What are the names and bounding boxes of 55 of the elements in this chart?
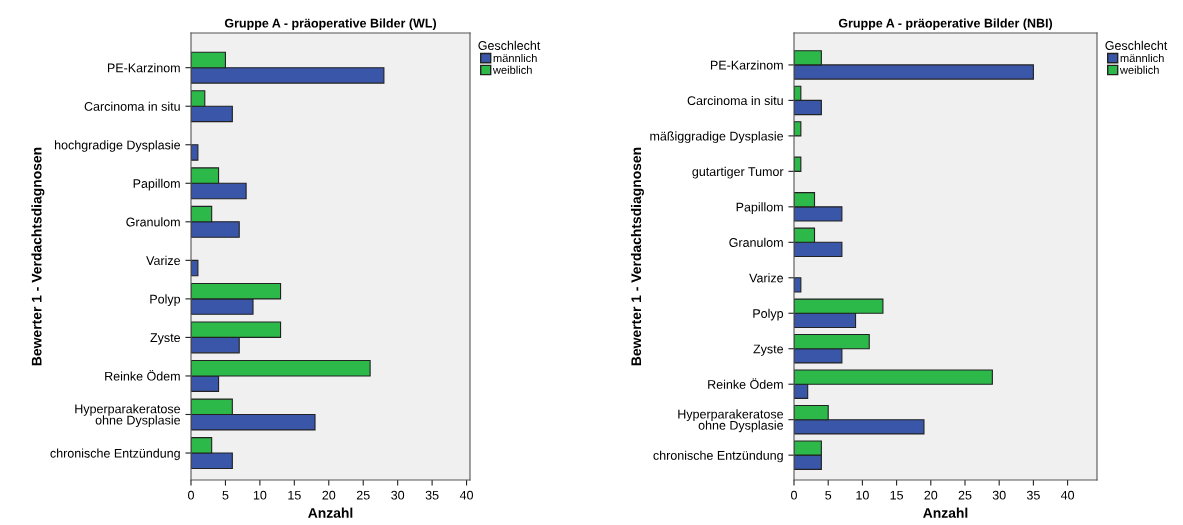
bar	[191, 259, 199, 277]
y-tick-label: Carcinoma in situ	[84, 101, 180, 111]
y-tick-label: Polyp	[150, 294, 181, 307]
y-tick-label: hochgradige Dysplasie	[54, 140, 181, 152]
x-tick-label: 0	[188, 490, 194, 500]
x-tick-label: 30	[391, 490, 405, 500]
x-tick-label: 15	[890, 490, 904, 500]
x-tick-label: 5	[222, 490, 229, 500]
y-tick-label: Polyp	[753, 308, 784, 321]
y-tick-label: Hyperparakeratose ohne Dysplasie	[75, 404, 181, 427]
legend-label: männlich	[493, 53, 537, 63]
x-tick-label: 15	[288, 490, 301, 500]
y-tick-label: chronische Entzündung	[653, 450, 783, 463]
y-tick-label: Papillom	[133, 178, 180, 191]
legend-label: weiblich	[492, 65, 532, 74]
legend-title: Geschlecht	[478, 40, 541, 50]
x-tick-label: 30	[992, 490, 1006, 500]
x-tick-label: 40	[1060, 490, 1075, 500]
x-tick-label: 0	[791, 490, 797, 500]
x-tick-label: 10	[253, 490, 267, 500]
y-axis-title: Bewerter 1 - Verdachtsdiagnosen	[630, 147, 644, 366]
chart-title: Gruppe A - präoperative Bilder (WL)	[224, 18, 437, 31]
x-axis-title: Anzahl	[308, 507, 353, 518]
x-tick-label: 25	[958, 490, 972, 500]
y-tick-label: Zyste	[150, 333, 181, 345]
x-tick-label: 20	[322, 490, 336, 500]
legend-label: männlich	[1120, 53, 1164, 63]
legend-label: weiblich	[1119, 65, 1159, 74]
y-tick-label: Varize	[749, 273, 784, 283]
y-tick-label: PE-Karzinom	[710, 60, 783, 70]
x-tick-label: 35	[1026, 490, 1040, 500]
x-tick-label: 35	[425, 490, 439, 500]
y-tick-label: Reinke Ödem	[105, 370, 180, 381]
y-tick-label: Carcinoma in situ	[687, 95, 783, 106]
legend-title: Geschlecht	[1105, 40, 1168, 50]
bar	[191, 144, 199, 161]
y-tick-label: Zyste	[753, 344, 784, 356]
y-tick-label: gutartiger Tumor	[692, 166, 784, 179]
y-tick-label: Granulom	[126, 217, 180, 227]
y-tick-label: PE-Karzinom	[107, 63, 180, 73]
y-tick-label: Granulom	[729, 237, 783, 247]
y-tick-label: mäßiggradige Dysplasie	[650, 131, 784, 143]
x-tick-label: 25	[356, 490, 370, 500]
chart-title: Gruppe A - präoperative Bilder (NBI)	[838, 18, 1053, 31]
x-axis-title: Anzahl	[923, 507, 968, 518]
y-tick-label: Hyperparakeratose ohne Dysplasie	[678, 409, 784, 433]
y-tick-label: Varize	[146, 255, 181, 266]
x-tick-label: 40	[459, 490, 474, 500]
x-tick-label: 20	[924, 490, 938, 500]
x-tick-label: 5	[825, 490, 832, 500]
y-tick-label: Reinke Ödem	[708, 378, 783, 389]
y-tick-label: chronische Entzündung	[50, 448, 180, 461]
y-tick-label: Papillom	[736, 202, 783, 214]
y-axis-title: Bewerter 1 - Verdachtsdiagnosen	[31, 147, 45, 366]
x-tick-label: 10	[856, 490, 869, 500]
